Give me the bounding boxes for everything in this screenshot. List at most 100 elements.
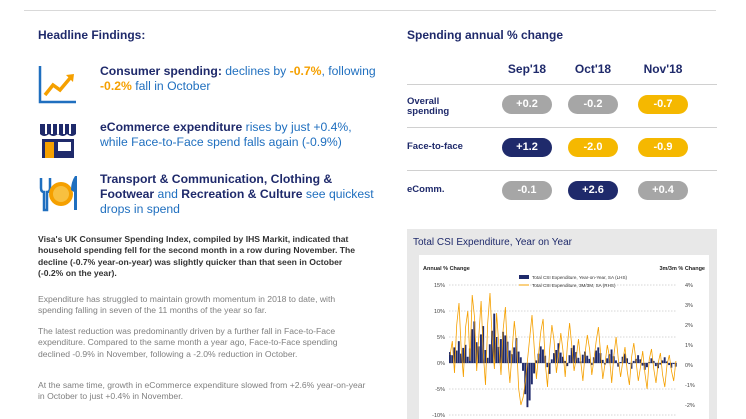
chart-bar — [639, 359, 642, 363]
chart-bar — [455, 350, 458, 363]
chart-bar — [550, 359, 553, 363]
finding-consumer-spending-text: Consumer spending: declines by -0.7%, fo… — [100, 64, 378, 94]
chart-bar — [541, 349, 544, 363]
chart-bar — [643, 363, 646, 370]
finding-transport-text: Transport & Communication, Clothing & Fo… — [100, 172, 378, 217]
chart-bar — [665, 361, 668, 363]
y-axis-left-label: Annual % Change — [423, 266, 470, 272]
chart-bar — [488, 344, 491, 363]
chart-bar — [517, 351, 520, 363]
chart-bar — [659, 363, 662, 365]
headline-findings-panel: Headline Findings: Consumer spending: de… — [38, 28, 378, 401]
chart-bar — [464, 344, 467, 363]
finding-text: and — [154, 187, 182, 201]
row-label: Overall spending — [407, 97, 449, 117]
chart-bar — [519, 357, 522, 363]
row-label: Face-to-face — [407, 141, 463, 152]
value-pill: +0.4 — [638, 181, 688, 200]
finding-value: -0.7% — [289, 64, 322, 78]
chart-bar — [564, 360, 567, 363]
chart-bar — [586, 355, 589, 363]
chart-ticks: 15% 10% 5% 0% -5% -10% 4% 3% 2% 1% 0% -1% -2% — [432, 283, 695, 419]
chart-bar — [535, 360, 538, 363]
y-tick-right: -2% — [685, 403, 695, 409]
y-tick-right: 0% — [685, 363, 693, 369]
row-label: eComm. — [407, 184, 445, 195]
csi-chart-panel: Total CSI Expenditure, Year on Year Annu… — [407, 229, 717, 419]
chart-bar — [650, 358, 653, 363]
chart-bar — [508, 350, 511, 363]
row-label-line: Overall — [407, 96, 440, 107]
y-tick-right: 3% — [685, 303, 693, 309]
y-tick-right: 4% — [685, 283, 693, 289]
value-pill: -0.2 — [568, 95, 618, 114]
chart-bar — [526, 363, 529, 408]
chart-bar — [495, 337, 498, 363]
finding-ecommerce-text: eCommerce expenditure rises by just +0.4… — [100, 120, 378, 150]
column-header: Oct'18 — [574, 62, 612, 76]
chart-bar — [533, 363, 536, 374]
value-pill: +0.2 — [502, 95, 552, 114]
finding-value: -0.2% — [100, 79, 132, 93]
chart-bar — [595, 350, 598, 363]
chart-bar — [460, 353, 462, 363]
finding-text: see quickest drops in spend — [100, 187, 374, 216]
value-pill: -0.1 — [502, 181, 552, 200]
body-paragraph: The latest reduction was predominantly d… — [38, 326, 338, 359]
y-tick-left: 15% — [434, 283, 445, 289]
chart-plot-area: Annual % Change 3m/3m % Change 15% 10% 5% 0… — [419, 255, 709, 419]
chart-bar — [475, 342, 478, 363]
finding-label: Transport & Communication, Clothing & Fo… — [100, 172, 333, 201]
finding-transport-clothing: Transport & Communication, Clothing & Fo… — [38, 172, 378, 217]
chart-bar — [513, 347, 516, 363]
chart-bar — [570, 347, 573, 363]
headline-findings-title: Headline Findings: — [38, 28, 146, 42]
legend-label: Total CSI Expenditure, Year-on-Year, SA … — [532, 275, 628, 280]
chart-bar — [572, 345, 575, 363]
chart-bar — [588, 358, 591, 363]
chart-bar — [471, 329, 474, 363]
chart-bar — [477, 346, 480, 363]
table-row-face-to-face: Face-to-face +1.2 -2.0 -0.9 — [407, 127, 717, 166]
chart-bar — [497, 346, 500, 363]
chart-bar — [632, 360, 635, 363]
chart-bar — [623, 353, 626, 363]
y-tick-left: 10% — [434, 309, 445, 315]
chart-bar — [566, 363, 569, 367]
y-axis-right-label: 3m/3m % Change — [659, 266, 705, 272]
chart-bar — [555, 350, 558, 363]
y-tick-left: 5% — [437, 335, 445, 341]
chart-legend: Total CSI Expenditure, Year-on-Year, SA … — [519, 275, 628, 288]
finding-consumer-spending: Consumer spending: declines by -0.7%, fo… — [38, 64, 378, 104]
chart-bar — [577, 357, 580, 363]
value-pill: -2.0 — [568, 138, 618, 157]
chart-bar — [504, 335, 507, 363]
chart-bar — [597, 347, 600, 363]
y-tick-left: -10% — [432, 413, 445, 419]
y-tick-left: -5% — [435, 387, 445, 393]
chart-bar — [606, 358, 609, 363]
csi-chart: Annual % Change 3m/3m % Change 15% 10% 5% 0… — [423, 266, 705, 419]
chart-bar — [568, 355, 571, 363]
chart-bar — [646, 363, 648, 368]
chart-bar — [617, 363, 620, 367]
chart-line — [449, 292, 677, 406]
chart-bar — [466, 356, 469, 363]
chart-bar — [502, 331, 505, 363]
chart-bar — [522, 363, 524, 371]
chart-bar — [590, 363, 593, 366]
chart-bar — [473, 321, 476, 363]
top-divider — [24, 10, 716, 11]
legend-label: Total CSI Expenditure, 3M/3M, SA (RHS) — [532, 283, 616, 288]
column-header: Nov'18 — [643, 62, 683, 76]
value-pill: -0.9 — [638, 138, 688, 157]
finding-text: rises by just +0.4%, while Face-to-Face … — [100, 120, 352, 149]
finding-ecommerce: eCommerce expenditure rises by just +0.4… — [38, 120, 378, 160]
chart-title: Total CSI Expenditure, Year on Year — [413, 237, 573, 248]
finding-text: declines by — [221, 64, 290, 78]
finding-label: eCommerce expenditure — [100, 120, 243, 134]
chart-bar — [615, 360, 617, 363]
chart-bar — [641, 363, 644, 366]
chart-bar — [553, 353, 555, 363]
finding-label: Consumer spending: — [100, 64, 222, 78]
